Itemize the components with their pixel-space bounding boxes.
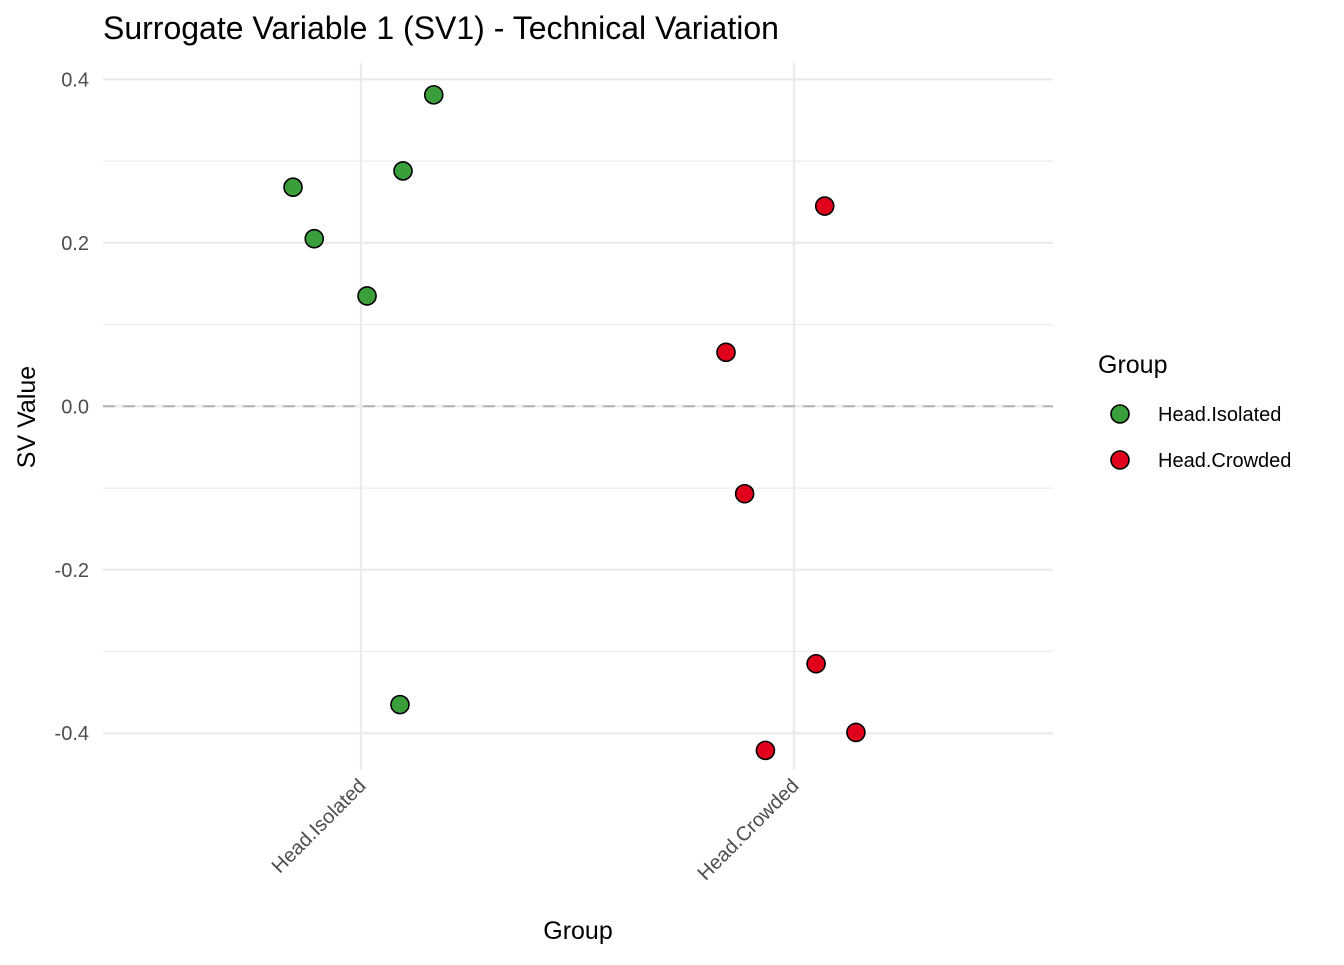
- x-axis-ticks: Head.Isolated Head.Crowded: [268, 775, 804, 885]
- y-tick-label-3: -0.2: [55, 560, 89, 582]
- point-head-crowded-2: [734, 483, 755, 504]
- x-axis-title: Group: [543, 917, 612, 945]
- point-head-isolated-4: [357, 286, 377, 306]
- point-head-isolated-3: [304, 228, 325, 249]
- chart-title: Surrogate Variable 1 (SV1) - Technical V…: [103, 10, 779, 46]
- point-head-crowded-3: [806, 653, 826, 674]
- grid-lines: [103, 63, 1053, 770]
- legend-label-0: Head.Isolated: [1158, 404, 1281, 426]
- legend-key-1: [1110, 450, 1130, 470]
- legend-label-1: Head.Crowded: [1158, 450, 1291, 472]
- legend-title: Group: [1098, 351, 1167, 379]
- y-tick-label-2: 0.0: [61, 396, 89, 418]
- y-tick-label-1: 0.2: [61, 233, 89, 255]
- point-head-isolated-2: [283, 177, 303, 198]
- data-points: [283, 85, 866, 761]
- point-head-isolated-1: [393, 161, 413, 181]
- point-head-crowded-4: [846, 722, 866, 743]
- x-tick-label-0: Head.Isolated: [268, 775, 371, 878]
- y-tick-label-0: 0.4: [61, 69, 89, 91]
- point-head-crowded-5: [755, 740, 776, 761]
- point-head-crowded-0: [814, 196, 835, 216]
- legend-entries: Head.Isolated Head.Crowded: [1110, 404, 1291, 472]
- y-axis-ticks: 0.4 0.2 0.0 -0.2 -0.4: [55, 69, 89, 745]
- y-tick-label-4: -0.4: [55, 723, 89, 745]
- point-head-isolated-5: [390, 694, 410, 715]
- y-axis-title: SV Value: [13, 366, 41, 468]
- legend: Group Head.Isolated Head.Crowded: [1098, 351, 1291, 472]
- legend-key-0: [1110, 404, 1130, 424]
- point-head-isolated-0: [423, 85, 444, 105]
- point-head-crowded-1: [716, 342, 736, 363]
- x-tick-label-1: Head.Crowded: [694, 775, 804, 885]
